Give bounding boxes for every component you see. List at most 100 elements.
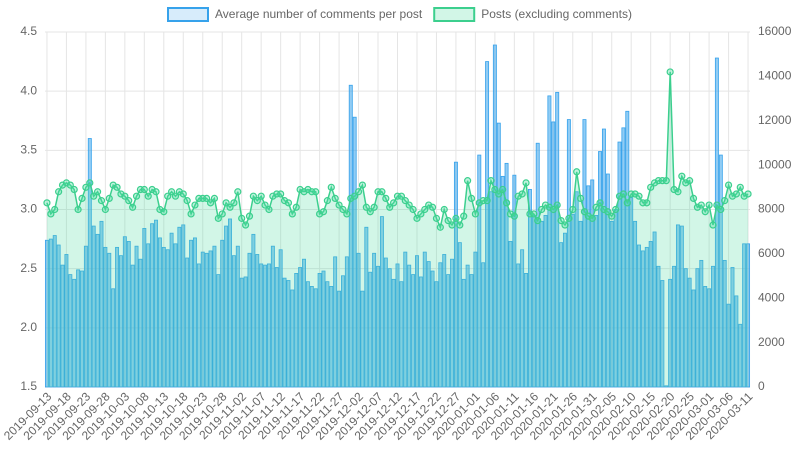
point (129, 203, 137, 211)
bar (481, 262, 486, 388)
point (666, 68, 674, 76)
point (448, 221, 456, 229)
point (370, 203, 378, 211)
bar (411, 274, 416, 388)
bar (138, 258, 143, 388)
bar (707, 288, 712, 388)
point (576, 194, 585, 203)
point (724, 181, 733, 189)
bar (477, 154, 482, 388)
point (608, 212, 616, 220)
bar (644, 246, 649, 388)
point (647, 183, 655, 191)
y-tick-label: 4.0 (20, 83, 37, 97)
bar (95, 233, 100, 388)
point (713, 201, 721, 209)
bar (547, 95, 552, 388)
bar (344, 256, 349, 388)
bar (286, 280, 291, 388)
bar (76, 269, 81, 388)
bar (578, 220, 583, 388)
point (709, 221, 717, 229)
point (386, 203, 394, 211)
bar (243, 276, 248, 388)
line (46, 71, 749, 230)
point (569, 205, 577, 214)
bar (629, 197, 634, 388)
bar (601, 128, 606, 388)
point (592, 203, 600, 211)
bar (668, 278, 673, 388)
bar (282, 277, 287, 388)
point (78, 194, 86, 203)
bar (255, 254, 260, 388)
bar (711, 265, 715, 388)
bar (442, 254, 447, 388)
bar (111, 288, 116, 388)
legend-swatch (433, 7, 476, 22)
bar (122, 236, 127, 388)
bar (251, 233, 256, 388)
bar (457, 242, 462, 388)
bar (372, 252, 377, 388)
bar (621, 127, 626, 388)
point (66, 181, 74, 189)
point (82, 183, 90, 191)
bar (438, 262, 443, 388)
y2-tick-label: 8000 (758, 202, 785, 216)
bar (298, 267, 303, 388)
point (432, 214, 441, 222)
bar (516, 263, 521, 388)
point (265, 205, 273, 214)
point (187, 210, 195, 218)
point (339, 205, 347, 214)
bar (543, 215, 548, 388)
bar (356, 252, 361, 388)
bar (559, 242, 564, 388)
bar (551, 121, 556, 388)
bar (415, 255, 419, 388)
point (125, 197, 133, 205)
point (152, 188, 160, 196)
y2-tick-label: 2000 (758, 335, 785, 349)
bar (465, 264, 470, 388)
y-tick-label: 3.0 (20, 202, 37, 216)
point (674, 188, 682, 196)
bar (656, 265, 661, 388)
legend-swatch (167, 7, 209, 22)
point (378, 188, 386, 196)
point (580, 208, 589, 216)
point (167, 188, 176, 196)
point (561, 221, 569, 229)
bar (383, 257, 388, 388)
bar (664, 385, 669, 388)
point (140, 185, 148, 194)
bar (672, 265, 677, 388)
bar (150, 223, 155, 388)
point (132, 192, 141, 200)
bar (652, 231, 657, 388)
point (428, 203, 437, 211)
bar (746, 243, 751, 388)
bar (637, 244, 641, 388)
point (93, 188, 102, 196)
bar (450, 258, 454, 388)
bar (348, 84, 353, 388)
bar (302, 258, 306, 388)
bar (154, 219, 158, 388)
bar (555, 91, 560, 388)
point (417, 210, 425, 218)
point (354, 188, 363, 196)
point (179, 190, 187, 198)
point (530, 210, 538, 218)
bar (524, 272, 528, 388)
point (70, 185, 78, 194)
bar (115, 246, 120, 388)
bar (239, 277, 244, 388)
bar (527, 188, 532, 388)
point (732, 190, 740, 198)
bar (189, 239, 194, 388)
point (183, 197, 191, 205)
